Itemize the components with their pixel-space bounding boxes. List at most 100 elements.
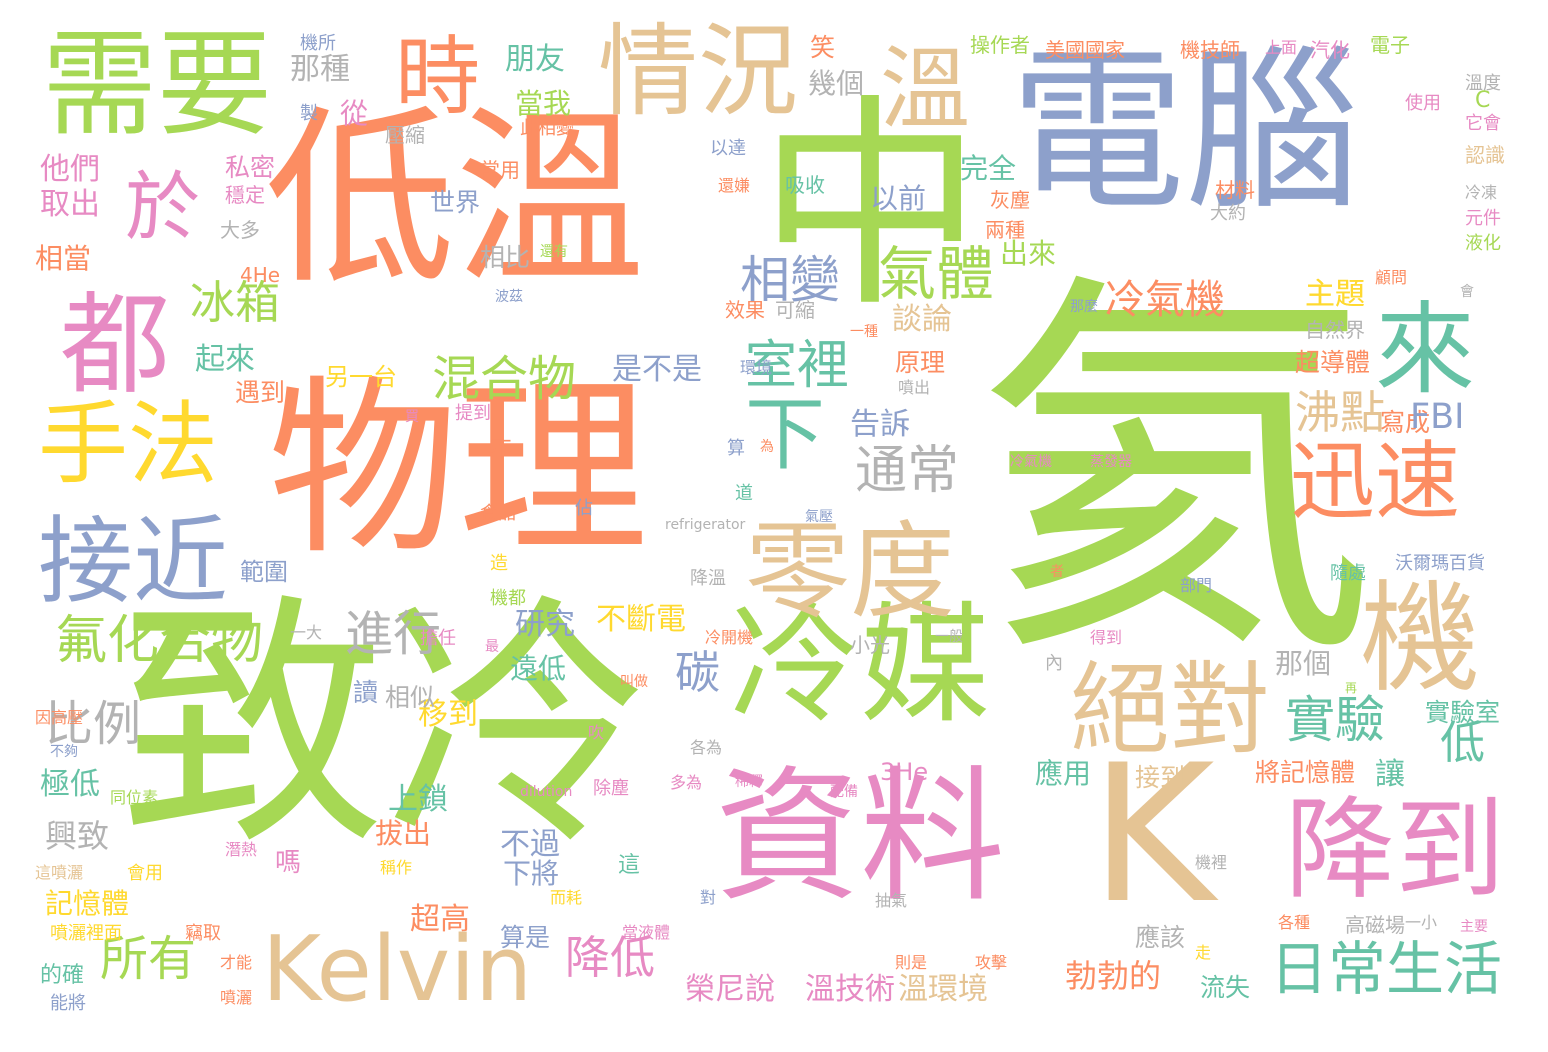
cloud-word: 因高壓 <box>35 708 84 727</box>
cloud-word: 起來 <box>195 342 255 377</box>
cloud-word: 認識 <box>1465 143 1505 167</box>
cloud-word: 當我 <box>515 87 572 120</box>
cloud-word: 上面 <box>1265 38 1298 57</box>
cloud-word: 不過 <box>500 827 560 862</box>
cloud-word: 沸點 <box>1295 386 1386 439</box>
cloud-word: dilution <box>520 784 573 800</box>
cloud-word: 主要 <box>1460 919 1488 935</box>
cloud-word: 嗎 <box>275 848 302 878</box>
cloud-word: 則是 <box>895 953 928 972</box>
cloud-word: 道 <box>735 483 753 504</box>
cloud-word: 大多 <box>220 218 260 242</box>
cloud-word: 以前 <box>870 182 927 215</box>
cloud-word: 食品 <box>480 503 516 524</box>
cloud-word: 波茲 <box>495 289 523 305</box>
cloud-word: 多為 <box>670 773 703 792</box>
cloud-word: 需要 <box>42 18 273 152</box>
cloud-word: 同位素 <box>110 788 159 807</box>
cloud-word: 應用 <box>1035 757 1092 790</box>
cloud-word: 實驗 <box>1285 691 1385 749</box>
cloud-word: 能將 <box>50 993 86 1014</box>
cloud-word: 時 <box>395 28 481 127</box>
cloud-word: 碳 <box>675 646 721 699</box>
cloud-word: 這 <box>618 853 641 878</box>
cloud-word: 實驗室 <box>1425 698 1501 727</box>
cloud-word: 環境 <box>740 358 773 377</box>
cloud-word: 讓 <box>1375 757 1405 792</box>
cloud-word: 再 <box>1345 681 1358 695</box>
cloud-word: 降低 <box>565 931 656 984</box>
cloud-word: 常用 <box>480 158 520 182</box>
cloud-word: 當液體 <box>622 923 671 942</box>
cloud-word: 榮尼說 <box>685 972 775 1007</box>
cloud-word: 機 <box>1360 570 1480 709</box>
cloud-word: 蒸發器 <box>1090 454 1132 470</box>
cloud-word: 造 <box>490 553 508 574</box>
cloud-word: 稱作 <box>380 858 413 877</box>
cloud-word: 還嫌 <box>718 176 751 195</box>
cloud-word: 遠低 <box>510 652 567 685</box>
cloud-word: 隨處 <box>1330 563 1366 584</box>
cloud-word: 製 <box>300 103 318 124</box>
cloud-word: 不斷電 <box>596 602 686 637</box>
cloud-word: 私密 <box>225 153 276 182</box>
cloud-word: 會用 <box>127 863 163 884</box>
cloud-word: 通常 <box>855 441 960 501</box>
cloud-word: 機都 <box>490 588 526 609</box>
cloud-word: 冷氣機 <box>1010 454 1052 470</box>
cloud-word: 竊取 <box>185 923 221 944</box>
cloud-word: 部門 <box>1180 576 1213 595</box>
cloud-word: 各種 <box>1278 913 1311 932</box>
cloud-word: FBI <box>1410 397 1465 437</box>
cloud-word: refrigerator <box>665 517 746 533</box>
cloud-word: 一種 <box>850 324 878 340</box>
cloud-word: 氦 <box>975 242 1375 707</box>
cloud-word: 主題 <box>1305 277 1365 312</box>
cloud-word: 3He <box>880 758 929 786</box>
cloud-word: 而耗 <box>550 888 583 907</box>
cloud-word: 他們 <box>40 152 100 187</box>
cloud-word: 液化 <box>1465 233 1501 254</box>
cloud-word: 原理 <box>895 348 946 377</box>
cloud-word: 溫技術 <box>805 972 895 1007</box>
cloud-word: 降溫 <box>690 568 726 589</box>
cloud-word: 得到 <box>1090 628 1123 647</box>
cloud-word: 那個 <box>1275 647 1332 680</box>
cloud-word: 完全 <box>960 152 1017 185</box>
cloud-word: 迅速 <box>1290 433 1461 532</box>
cloud-word: 談論 <box>892 302 952 337</box>
cloud-word: 絕對 <box>1070 651 1270 768</box>
cloud-word: 相比 <box>480 243 531 272</box>
cloud-word: 從 <box>340 97 369 130</box>
cloud-word: 叫做 <box>620 674 648 690</box>
cloud-word: 低 <box>1440 716 1486 769</box>
cloud-word: 記憶體 <box>45 887 130 920</box>
cloud-word: 抽氣 <box>875 891 908 910</box>
cloud-word: 相當 <box>35 242 92 275</box>
cloud-word: 冰箱 <box>190 276 281 329</box>
cloud-word: 吹 <box>588 723 605 742</box>
cloud-word: 電腦 <box>1010 31 1360 234</box>
cloud-word: 元件 <box>1465 208 1501 229</box>
cloud-word: 寫成 <box>1380 408 1431 437</box>
cloud-word: 電子 <box>1370 33 1410 57</box>
cloud-word: 零度 <box>745 511 956 633</box>
cloud-word: 為 <box>760 439 774 455</box>
cloud-word: 中 <box>758 76 983 338</box>
cloud-word: 遇到 <box>235 378 286 407</box>
cloud-word: 可縮 <box>775 298 815 322</box>
cloud-word: 才能 <box>220 953 253 972</box>
cloud-word: 潛熱 <box>225 840 258 859</box>
cloud-word: 那種 <box>290 52 350 87</box>
cloud-word: 應該 <box>1135 923 1186 952</box>
cloud-word: 壓縮 <box>385 123 425 147</box>
cloud-word: 吸收 <box>785 173 825 197</box>
cloud-word: 那麼 <box>1070 299 1098 315</box>
cloud-word: 將記憶體 <box>1255 758 1356 787</box>
cloud-word: 於 <box>125 163 201 251</box>
cloud-word: 4He <box>240 263 281 287</box>
cloud-word: 下 <box>745 388 825 481</box>
cloud-word: 小光 <box>850 633 890 657</box>
cloud-word: 冷開機 <box>705 628 754 647</box>
